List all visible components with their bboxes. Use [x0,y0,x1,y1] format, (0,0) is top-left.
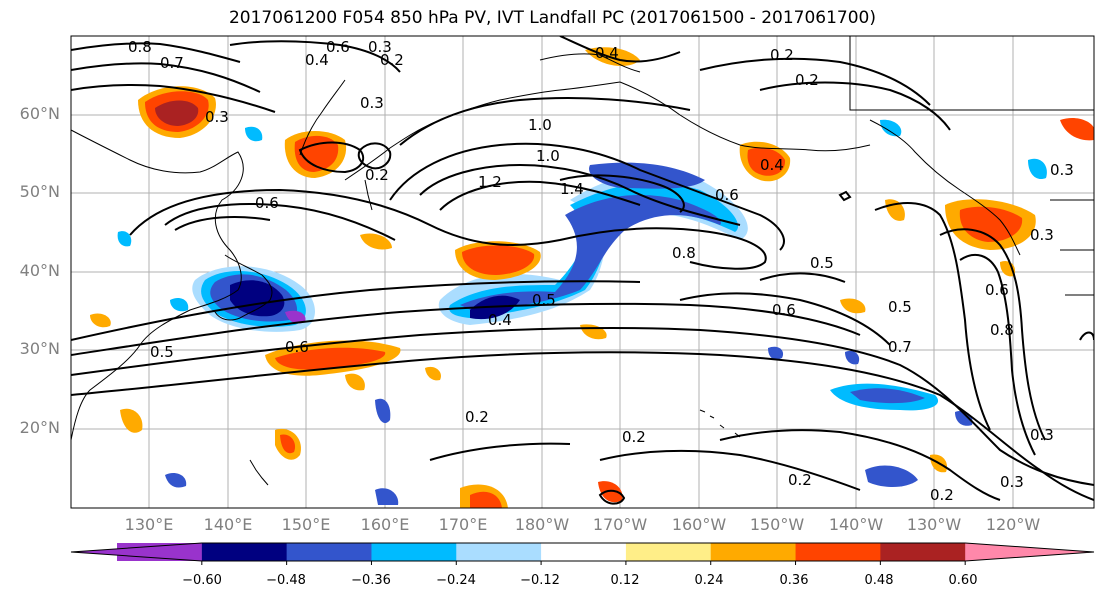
contour-label: 0.5 [888,298,912,316]
contour-label: 0.8 [990,321,1014,339]
contour-label: 1.4 [560,180,584,198]
colorbar-tick-label: −0.12 [520,573,560,588]
colorbar-swatch [880,543,966,561]
positive-pc-shading [90,47,1094,508]
colorbar-tick-label: 0.60 [948,573,978,588]
contour-label: 0.6 [985,281,1009,299]
lon-label: 180°W [514,515,570,534]
contour-label: 0.2 [380,51,404,69]
lon-label: 140°W [828,515,884,534]
contour-label: 0.8 [128,38,152,56]
colorbar-swatch [286,543,372,561]
lon-label: 150°E [281,515,331,534]
lat-label: 50°N [19,182,60,201]
colorbar-swatch [710,543,797,561]
contour-label: 0.7 [888,338,912,356]
contour-label: 0.3 [1050,161,1074,179]
contour-label: 0.6 [326,38,350,56]
lon-label: 120°W [985,515,1041,534]
contour-label: 0.3 [1000,473,1024,491]
colorbar-swatch [71,543,202,561]
pv-contours [71,36,1094,505]
colorbar-tick-label: −0.48 [266,573,306,588]
lon-label: 160°W [671,515,727,534]
colorbar-swatch [541,543,627,561]
contour-label: 0.5 [532,291,556,309]
contour-label: 0.2 [770,46,794,64]
contour-label: 0.3 [368,38,392,56]
contour-label: 0.2 [930,486,954,504]
lat-label: 40°N [19,261,60,280]
lat-label: 60°N [19,104,60,123]
lon-label: 150°W [749,515,805,534]
lat-label: 20°N [19,418,60,437]
colorbar [70,542,1095,565]
colorbar-swatch [371,543,457,561]
lat-label: 30°N [19,339,60,358]
colorbar-swatch [965,543,1094,561]
colorbar-tick-label: 0.36 [779,573,809,588]
negative-pc-shading [117,119,1047,505]
lon-label: 130°E [124,515,174,534]
contour-label: 0.4 [760,156,784,174]
contour-label: 0.3 [205,108,229,126]
contour-label: 0.8 [672,244,696,262]
colorbar-swatch [456,543,542,561]
lon-label: 140°E [203,515,253,534]
map-title: 2017061200 F054 850 hPa PV, IVT Landfall… [228,8,876,28]
contour-label: 0.2 [795,71,819,89]
contour-label: 0.6 [285,338,309,356]
contour-label: 0.2 [788,471,812,489]
contour-label: 0.6 [715,186,739,204]
contour-label: 0.5 [150,343,174,361]
contour-label: 0.4 [488,311,512,329]
contour-label: 0.3 [1030,426,1054,444]
lon-label: 170°W [592,515,648,534]
colorbar-swatch [625,543,712,561]
contour-label: 0.2 [465,408,489,426]
colorbar-tick-label: 0.12 [610,573,640,588]
contour-label: 0.3 [1030,226,1054,244]
contour-label: 0.5 [810,254,834,272]
contour-label: 0.7 [160,54,184,72]
contour-label: 1.0 [528,116,552,134]
colorbar-tick-label: −0.36 [351,573,391,588]
colorbar-swatch [201,543,288,561]
map-frame [70,35,1095,509]
colorbar-tick-label: −0.24 [436,573,476,588]
lon-label: 160°E [360,515,410,534]
colorbar-tick-label: 0.24 [694,573,724,588]
contour-label: 0.3 [360,94,384,112]
contour-label: 0.4 [305,51,329,69]
contour-label: 0.2 [365,166,389,184]
contour-label: 1.0 [536,147,560,165]
contour-label: 0.4 [595,44,619,62]
colorbar-swatch [795,543,881,561]
contour-labels: 0.8 0.7 0.6 0.3 0.4 0.2 0.3 0.3 0.4 0.2 … [128,38,1074,504]
colorbar-tick-label: −0.60 [182,573,222,588]
contour-label: 0.6 [772,301,796,319]
lon-label: 170°E [438,515,488,534]
contour-label: 0.6 [255,194,279,212]
contour-label: 0.2 [622,428,646,446]
contour-label: 1.2 [478,173,502,191]
map-plot-area: 0.8 0.7 0.6 0.3 0.4 0.2 0.3 0.3 0.4 0.2 … [71,36,1094,508]
colorbar-tick-label: 0.48 [864,573,894,588]
coastlines [71,36,1094,486]
lon-label: 130°W [906,515,962,534]
